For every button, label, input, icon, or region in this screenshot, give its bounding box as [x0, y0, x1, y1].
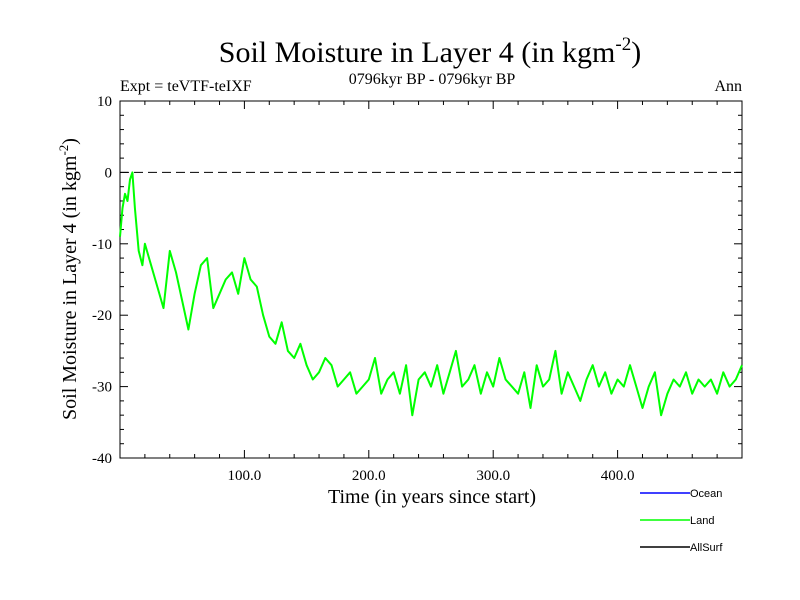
- x-tick-label: 400.0: [601, 468, 635, 484]
- x-tick-label: 200.0: [352, 468, 386, 484]
- x-axis: 100.0 200.0 300.0 400.0: [144, 101, 718, 484]
- y-tick-label: -40: [92, 451, 112, 467]
- series-layer: [119, 171, 743, 417]
- plot-frame: [119, 100, 743, 459]
- x-axis-title: Time (in years since start): [328, 486, 536, 508]
- y-tick-label: -10: [92, 237, 112, 253]
- y-axis-title: Soil Moisture in Layer 4 (in kgm-2): [56, 138, 81, 420]
- x-tick-label: 100.0: [228, 468, 262, 484]
- y-tick-label: -20: [92, 308, 112, 324]
- series-line-land: [119, 171, 743, 417]
- y-tick-label: 0: [105, 165, 113, 181]
- experiment-label: Expt = teVTF-teIXF: [120, 78, 252, 95]
- chart-title: Soil Moisture in Layer 4 (in kgm-2): [219, 34, 641, 69]
- legend-label-land: Land: [690, 515, 714, 527]
- legend-label-allsurf: AllSurf: [690, 542, 723, 554]
- y-axis-title-suffix: ): [59, 138, 81, 145]
- season-label: Ann: [714, 78, 742, 95]
- y-tick-label: -30: [92, 380, 112, 396]
- legend: Ocean Land AllSurf: [640, 488, 723, 554]
- x-tick-label: 300.0: [476, 468, 510, 484]
- chart-title-superscript: -2: [615, 34, 631, 55]
- y-tick-label: 10: [97, 94, 112, 110]
- legend-label-ocean: Ocean: [690, 488, 722, 500]
- y-axis: 10 0 -10 -20 -30 -40: [92, 94, 742, 467]
- chart-subtitle: 0796kyr BP - 0796kyr BP: [349, 71, 516, 88]
- chart-title-suffix: ): [631, 36, 641, 69]
- y-axis-title-superscript: -2: [56, 145, 71, 156]
